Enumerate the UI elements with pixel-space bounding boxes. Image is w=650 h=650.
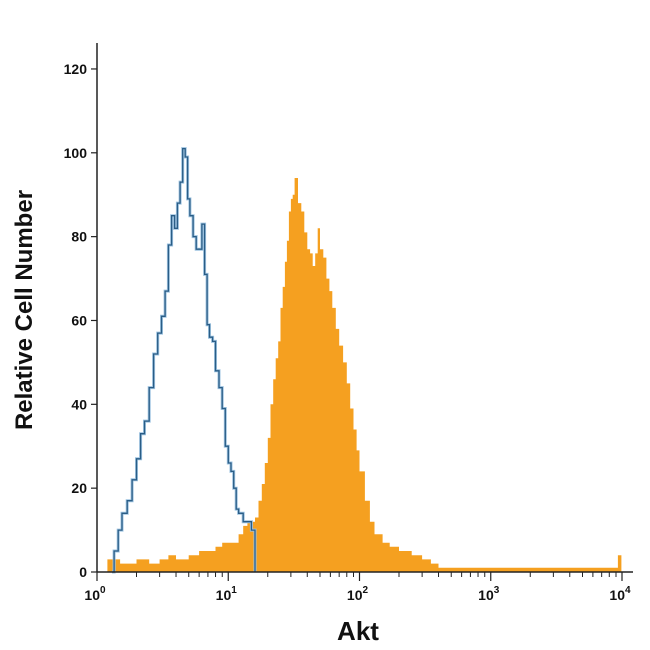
y-axis-title: Relative Cell Number — [11, 190, 38, 430]
x-tick-label: 104 — [609, 585, 631, 603]
axes — [96, 43, 633, 573]
series-0-outline-halo — [112, 147, 257, 574]
x-axis-title: Akt — [337, 616, 379, 646]
y-tick-label: 0 — [79, 564, 87, 580]
y-tick-label: 120 — [64, 61, 88, 77]
x-tick-label: 103 — [478, 585, 500, 603]
y-tick-label: 20 — [71, 480, 87, 496]
x-tick-label: 102 — [347, 585, 369, 603]
y-tick-label: 100 — [64, 145, 88, 161]
x-tick-label: 101 — [216, 585, 238, 603]
x-tick-label: 100 — [84, 585, 106, 603]
series-0-outline-histogram — [112, 147, 256, 573]
y-tick-label: 40 — [71, 396, 87, 412]
y-tick-label: 80 — [71, 229, 87, 245]
y-tick-label: 60 — [71, 312, 87, 328]
plot-area — [102, 147, 622, 574]
tick-marks: 0 20 40 60 80 100 120 100 101 102 103 104 — [64, 61, 631, 603]
series-1-filled-histogram — [102, 178, 622, 572]
